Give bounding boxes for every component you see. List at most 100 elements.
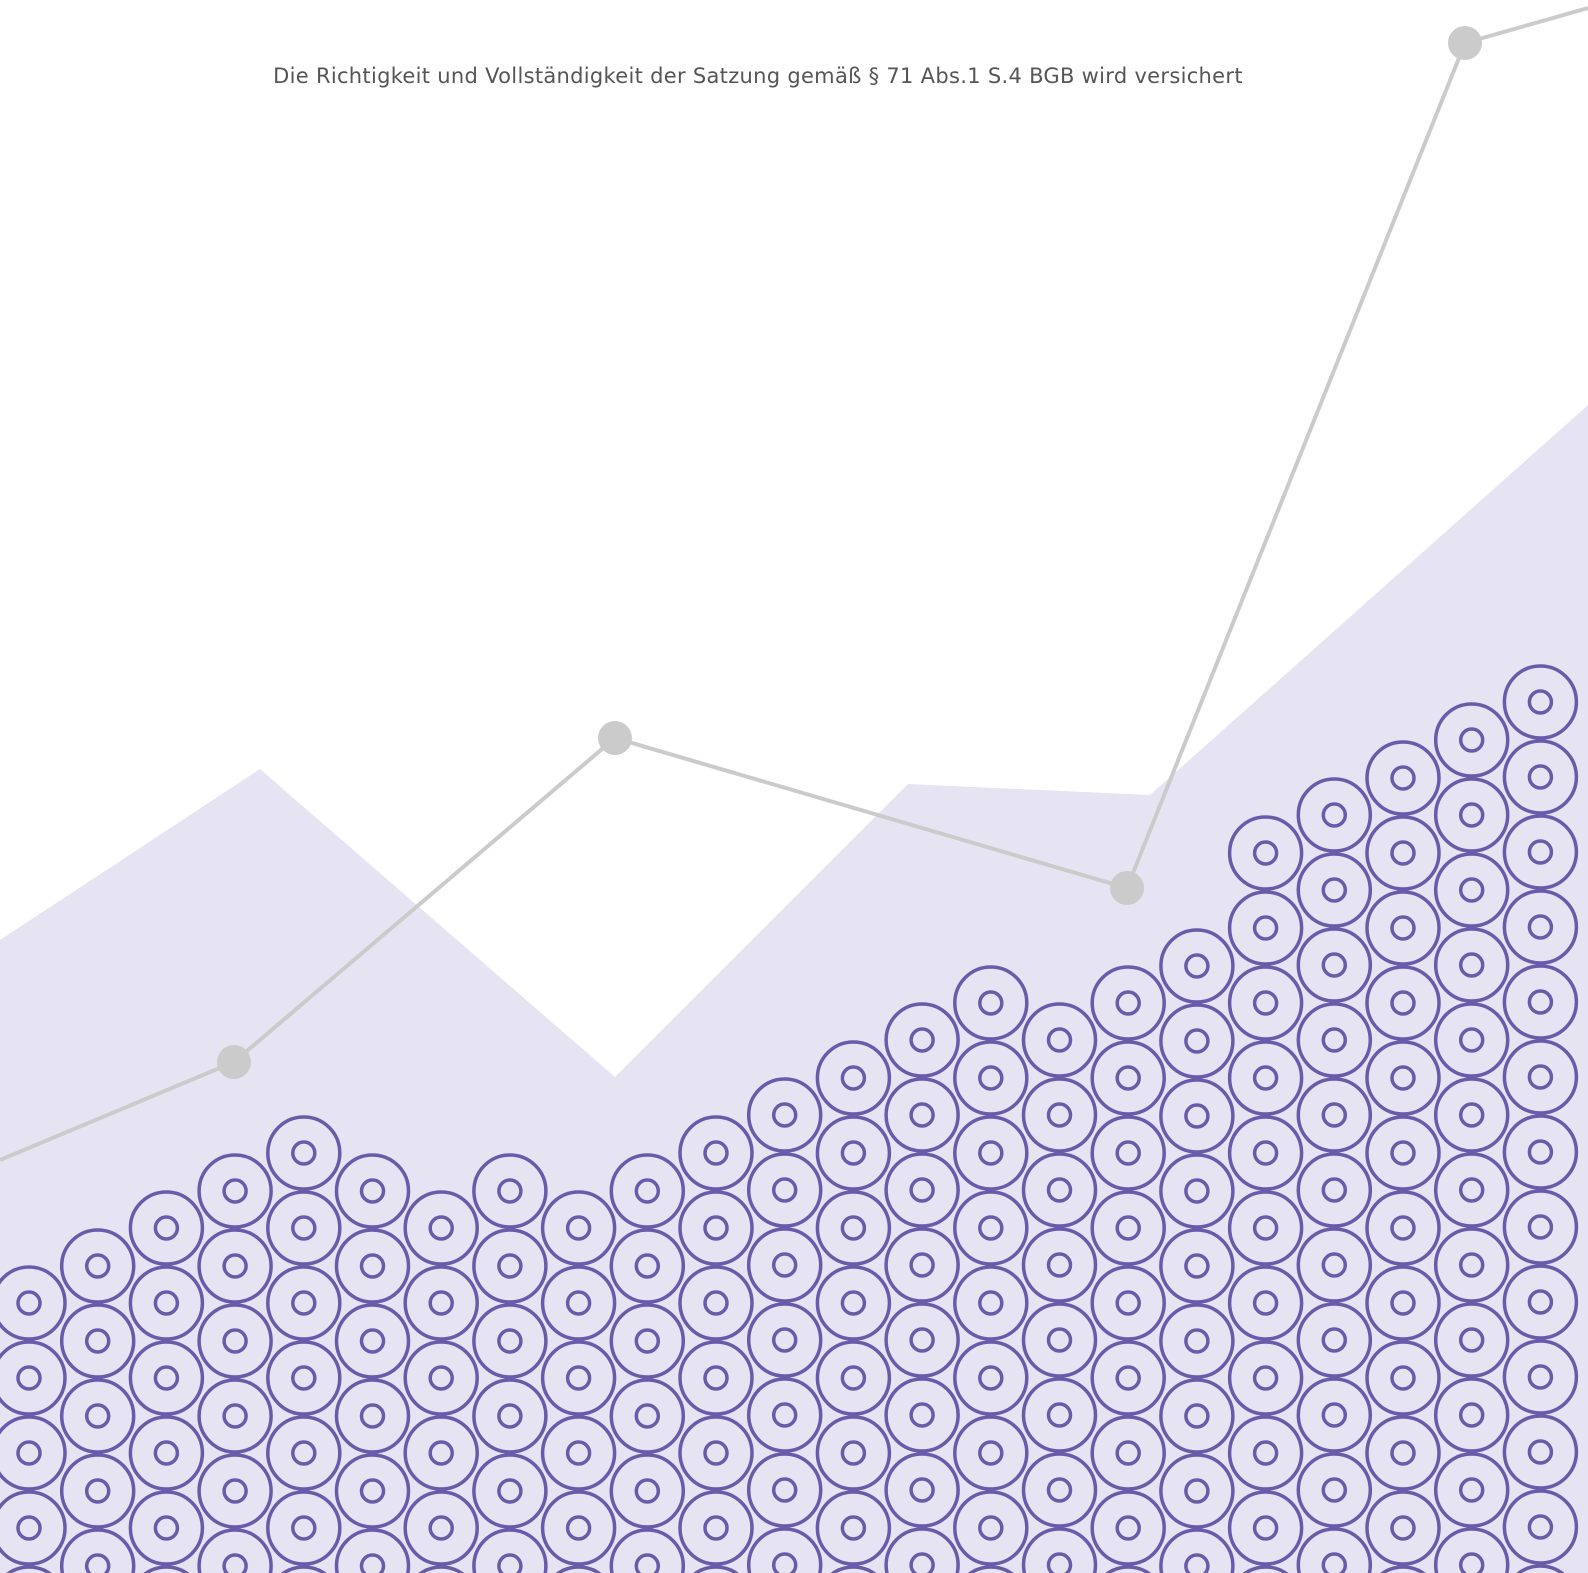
ring (130, 1417, 202, 1489)
ring (1024, 1154, 1096, 1226)
ring (1367, 817, 1439, 889)
ring (817, 1042, 889, 1114)
ring (0, 1342, 65, 1414)
ring (337, 1305, 409, 1377)
ring (1504, 816, 1576, 888)
ring (130, 1192, 202, 1264)
ring (680, 1192, 752, 1264)
ring (1230, 967, 1302, 1039)
ring (1298, 779, 1370, 851)
ring (337, 1155, 409, 1227)
ring (1367, 1117, 1439, 1189)
ring (955, 1492, 1027, 1564)
ring (474, 1305, 546, 1377)
ring (1298, 1154, 1370, 1226)
dot (217, 1045, 251, 1079)
ring (749, 1079, 821, 1151)
ring (1504, 1416, 1576, 1488)
ring (1436, 1154, 1508, 1226)
ring (1436, 1004, 1508, 1076)
ring (1436, 704, 1508, 776)
ring (199, 1455, 271, 1527)
ring (1024, 1004, 1096, 1076)
ring (337, 1230, 409, 1302)
dot (598, 721, 632, 755)
ring (405, 1192, 477, 1264)
ring (62, 1305, 134, 1377)
ring (1436, 1379, 1508, 1451)
ring (1092, 1192, 1164, 1264)
ring (1230, 1192, 1302, 1264)
ring (955, 1417, 1027, 1489)
ring (1230, 892, 1302, 964)
ring (955, 1117, 1027, 1189)
ring (62, 1230, 134, 1302)
dot (1448, 26, 1482, 60)
ring (1367, 742, 1439, 814)
ring (886, 1004, 958, 1076)
ring (1298, 929, 1370, 1001)
ring (1161, 1155, 1233, 1227)
ring (1504, 1266, 1576, 1338)
ring (611, 1305, 683, 1377)
ring (199, 1305, 271, 1377)
ring (886, 1154, 958, 1226)
ring (1024, 1379, 1096, 1451)
ring (749, 1454, 821, 1526)
ring (955, 1192, 1027, 1264)
ring (1298, 1004, 1370, 1076)
ring (611, 1155, 683, 1227)
ring (680, 1117, 752, 1189)
statement: Die Richtigkeit und Vollständigkeit der … (0, 64, 1516, 88)
ring (817, 1417, 889, 1489)
ring (817, 1492, 889, 1564)
ring (1161, 1455, 1233, 1527)
ring (1230, 1042, 1302, 1114)
ring (1092, 1342, 1164, 1414)
ring (680, 1267, 752, 1339)
ring (62, 1380, 134, 1452)
ring (268, 1192, 340, 1264)
ring (1436, 1229, 1508, 1301)
ring (1367, 892, 1439, 964)
ring (1092, 1117, 1164, 1189)
ring (0, 1267, 65, 1339)
ring (886, 1304, 958, 1376)
ring (1367, 1192, 1439, 1264)
ring (474, 1230, 546, 1302)
ring (1436, 1304, 1508, 1376)
ring (955, 1267, 1027, 1339)
ring (268, 1417, 340, 1489)
ring (405, 1492, 477, 1564)
ring (1298, 1229, 1370, 1301)
ring (1024, 1229, 1096, 1301)
ring (1367, 1417, 1439, 1489)
ring (543, 1417, 615, 1489)
ring (1436, 1454, 1508, 1526)
ring (543, 1342, 615, 1414)
ring (268, 1267, 340, 1339)
ring (268, 1117, 340, 1189)
ring (1092, 1042, 1164, 1114)
ring (1161, 1380, 1233, 1452)
ring (199, 1230, 271, 1302)
ring (1504, 666, 1576, 738)
ring (680, 1417, 752, 1489)
ring (1504, 1491, 1576, 1563)
ring (1436, 854, 1508, 926)
ring (1436, 929, 1508, 1001)
decoration (0, 0, 1588, 1573)
ring (1230, 817, 1302, 889)
ring (1367, 1267, 1439, 1339)
ring (680, 1342, 752, 1414)
ring (1367, 967, 1439, 1039)
ring (1230, 1342, 1302, 1414)
ring (268, 1492, 340, 1564)
ring (1367, 1042, 1439, 1114)
page: Die Richtigkeit und Vollständigkeit der … (0, 0, 1588, 1573)
ring (543, 1492, 615, 1564)
ring (337, 1455, 409, 1527)
ring (886, 1454, 958, 1526)
ring (474, 1380, 546, 1452)
ring (1504, 891, 1576, 963)
